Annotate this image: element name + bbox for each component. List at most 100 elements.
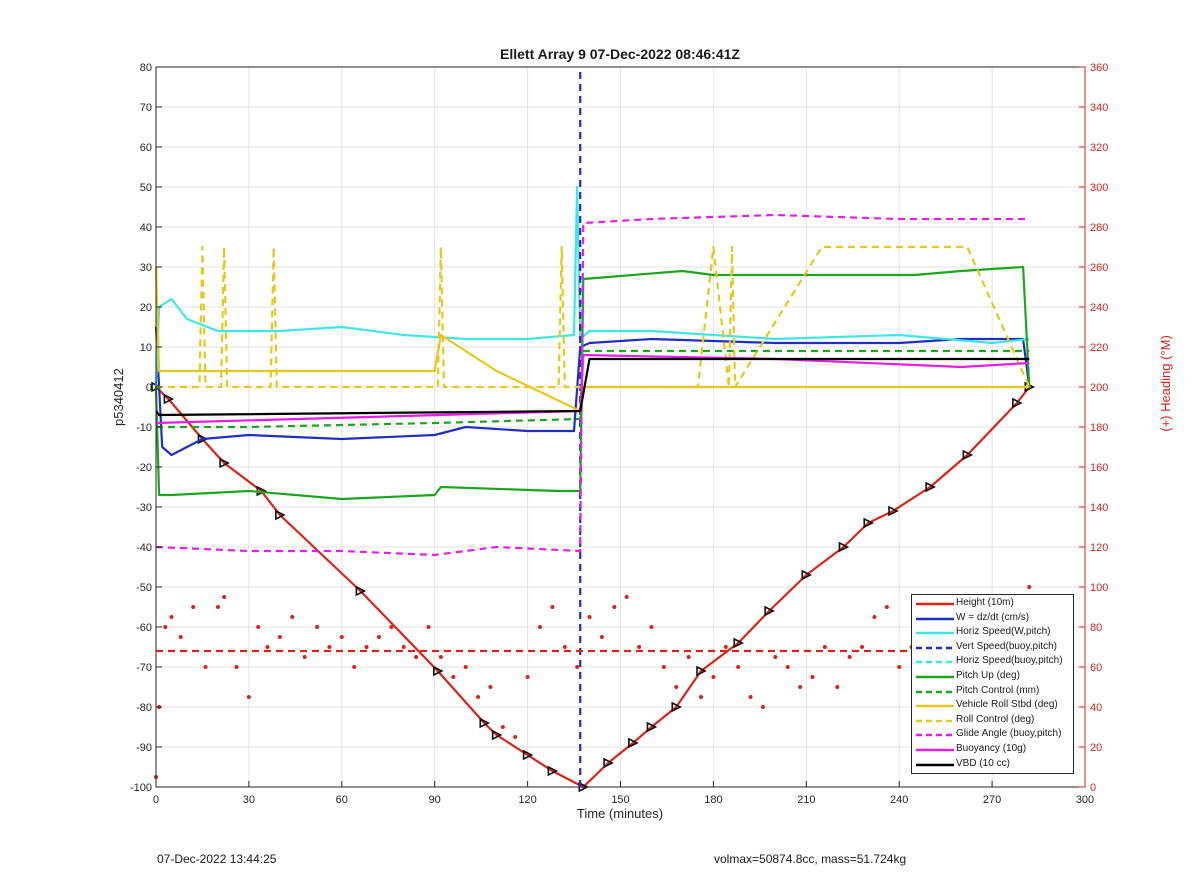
series-12-point: [169, 615, 174, 619]
y2-tick-label: 180: [1090, 422, 1108, 434]
y-tick-label: -80: [136, 702, 152, 714]
x-tick-label: 300: [1076, 794, 1094, 806]
series-0-marker: [628, 737, 639, 749]
series-12-point: [748, 695, 753, 699]
series-0-line: [155, 386, 1031, 789]
series-12-point: [686, 655, 691, 659]
series-12-point: [537, 625, 542, 629]
series-12-point: [500, 725, 505, 729]
series-12-point: [339, 635, 344, 639]
legend-label: Horiz Speed(W,pitch): [956, 626, 1051, 638]
legend-item: Vert Speed(buoy,pitch): [912, 641, 1073, 655]
series-0-marker: [522, 749, 534, 761]
series-12-point: [463, 665, 468, 669]
series-0-marker: [219, 457, 230, 469]
legend-item: Horiz Speed(buoy,pitch): [912, 655, 1073, 669]
footer-volmax-mass: volmax=50874.8cc, mass=51.724kg: [714, 852, 907, 866]
series-12-point: [860, 645, 865, 649]
x-tick-label: 210: [797, 794, 815, 806]
legend-swatch: [916, 734, 954, 737]
y-tick-label: 70: [140, 102, 152, 114]
series-12-point: [414, 655, 419, 659]
series-12-point: [1027, 585, 1032, 589]
legend-item: Roll Control (deg): [912, 714, 1073, 728]
y2-tick-label: 240: [1090, 302, 1108, 314]
series-0-marker: [355, 585, 367, 597]
series-12-point: [277, 635, 282, 639]
y2-tick-label: 100: [1090, 582, 1108, 594]
y2-tick-label: 120: [1090, 542, 1108, 554]
y-tick-label: -60: [136, 622, 152, 634]
legend-item: Pitch Up (deg): [912, 670, 1073, 684]
series-12-point: [364, 645, 369, 649]
x-tick-label: 120: [518, 794, 536, 806]
legend-label: Horiz Speed(buoy,pitch): [956, 655, 1063, 667]
series-0-marker: [962, 449, 974, 461]
series-12-point: [612, 605, 617, 609]
y2-tick-label: 20: [1090, 742, 1102, 754]
series-0-marker: [888, 505, 899, 517]
series-12-point: [785, 665, 790, 669]
y2-tick-label: 160: [1090, 462, 1108, 474]
series-12-point: [711, 675, 716, 679]
series-12-point: [897, 665, 902, 669]
x-tick-label: 0: [153, 794, 159, 806]
y2-axis-label: (+) Heading (°M): [1157, 335, 1173, 432]
series-1-line: [154, 326, 1031, 457]
series-12-point: [438, 655, 443, 659]
series-8-line: [156, 245, 1031, 389]
legend-item: Buoyancy (10g): [912, 743, 1073, 757]
y-tick-label: 60: [140, 142, 152, 154]
series-0-marker: [671, 701, 683, 713]
legend-label: Buoyancy (10g): [956, 743, 1027, 754]
y-tick-label: 80: [140, 62, 152, 74]
legend-swatch: [916, 763, 954, 766]
series-12-point: [488, 685, 493, 689]
x-tick-label: 180: [704, 794, 722, 806]
legend-label: Height (10m): [956, 597, 1014, 608]
x-tick-label: 270: [983, 794, 1001, 806]
series-12-point: [222, 595, 227, 599]
y-axis-label: p5340412: [111, 368, 126, 426]
series-0-marker: [764, 605, 775, 617]
y-tick-label: 10: [140, 342, 152, 354]
y-tick-label: -20: [136, 462, 152, 474]
series-0-marker: [547, 765, 559, 777]
y-tick-label: -90: [136, 742, 152, 754]
series-0-marker: [603, 757, 614, 769]
series-0-marker: [479, 717, 491, 729]
series-0-marker: [925, 481, 936, 493]
series-12-point: [562, 645, 567, 649]
series-12-point: [760, 705, 765, 709]
legend-label: Glide Angle (buoy,pitch): [956, 728, 1062, 740]
y2-tick-label: 140: [1090, 502, 1108, 514]
series-12-point: [302, 655, 307, 659]
legend-item: Pitch Control (mm): [912, 685, 1073, 699]
y-tick-label: -50: [136, 582, 152, 594]
y-tick-label: -30: [136, 502, 152, 514]
series-2-line: [154, 185, 1030, 388]
x-tick-label: 150: [611, 794, 629, 806]
series-12-point: [575, 665, 580, 669]
x-tick-label: 240: [890, 794, 908, 806]
legend-item: VBD (10 cc): [912, 758, 1073, 772]
series-12-point: [265, 645, 270, 649]
y2-tick-label: 80: [1090, 622, 1102, 634]
series-0-marker: [275, 509, 286, 521]
series-12-point: [624, 595, 629, 599]
y2-tick-label: 320: [1090, 142, 1108, 154]
legend-swatch: [916, 631, 954, 635]
y2-tick-label: 220: [1090, 342, 1108, 354]
y-tick-label: 40: [140, 222, 152, 234]
series-12-point: [810, 675, 815, 679]
y-tick-label: -40: [136, 542, 152, 554]
series-12-point: [163, 625, 168, 629]
y-tick-label: -100: [130, 782, 152, 794]
y2-tick-label: 40: [1090, 702, 1102, 714]
series-12-point: [203, 665, 208, 669]
legend-swatch: [916, 646, 954, 649]
y2-tick-label: 60: [1090, 662, 1102, 674]
series-12-point: [376, 635, 381, 639]
legend: Height (10m) W = dz/dt (cm/s) Horiz Speed(…: [911, 594, 1074, 774]
